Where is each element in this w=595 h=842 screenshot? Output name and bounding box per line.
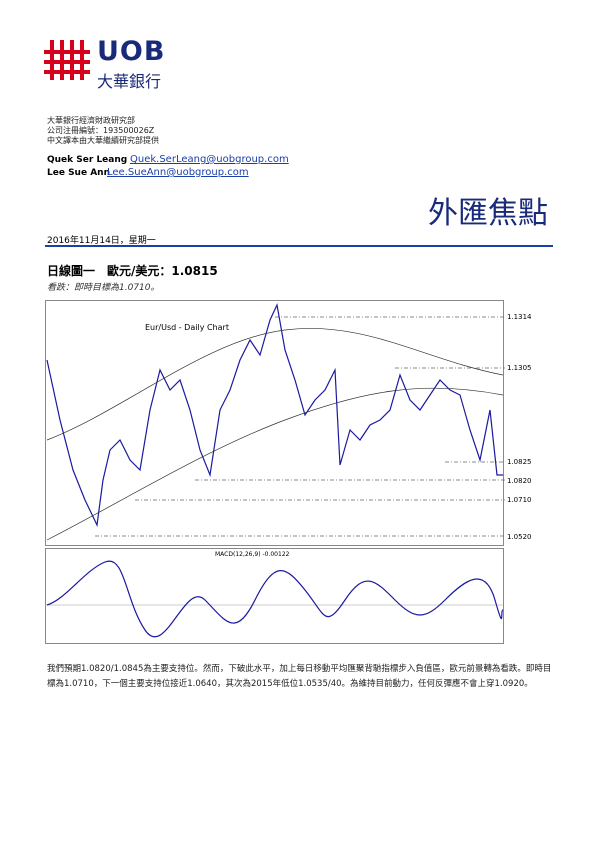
level-label: 1.0520 xyxy=(507,533,532,541)
date: 2016年11月14日，星期一 xyxy=(47,236,156,246)
logo-mark xyxy=(44,40,90,80)
moving-average xyxy=(46,328,504,441)
translation-note: 中文譯本由大華繼續研究部提供 xyxy=(47,136,159,145)
price-line xyxy=(46,303,503,528)
level-label: 1.0825 xyxy=(507,458,532,466)
chart-image: Eur/Usd - Daily Chart 1.1314 1.1305 1.08… xyxy=(45,300,532,644)
department: 大華銀行經濟財政研究部 xyxy=(47,116,135,125)
author-name: Quek Ser Leang xyxy=(47,155,128,165)
level-lines xyxy=(95,316,505,537)
report-title: 外匯焦點 xyxy=(428,196,548,231)
rule xyxy=(45,245,553,247)
levels: 1.1314 1.1305 1.0825 1.0820 1.0710 1.052… xyxy=(507,313,532,541)
section-heading: 日線圖一 歐元/美元：1.0815 xyxy=(47,264,218,278)
author-email[interactable]: Lee.SueAnn@uobgroup.com xyxy=(107,167,249,178)
macd-line xyxy=(46,560,504,638)
section-subheading: 看跌：即時目標為1.0710。 xyxy=(47,283,160,293)
author-name: Lee Sue Ann xyxy=(47,168,110,178)
moving-average xyxy=(46,387,504,541)
logo-chinese: 大華銀行 xyxy=(97,72,162,91)
macd-panel xyxy=(45,548,504,644)
logo-text: UOB xyxy=(97,36,166,67)
level-label: 1.1314 xyxy=(507,313,532,321)
price-panel xyxy=(45,300,504,546)
macd-label: MACD(12,26,9) -0.00122 xyxy=(215,551,290,558)
chart-title: Eur/Usd - Daily Chart xyxy=(145,323,229,332)
level-label: 1.0710 xyxy=(507,496,532,504)
author-email[interactable]: Quek.SerLeang@uobgroup.com xyxy=(130,154,289,165)
paragraph: 我們預期1.0820/1.0845為主要支持位。然而，下破此水平，加上每日移動平… xyxy=(47,664,552,689)
level-label: 1.0820 xyxy=(507,477,532,485)
registration: 公司注冊編號：193500026Z xyxy=(47,126,155,135)
level-label: 1.1305 xyxy=(507,364,532,372)
